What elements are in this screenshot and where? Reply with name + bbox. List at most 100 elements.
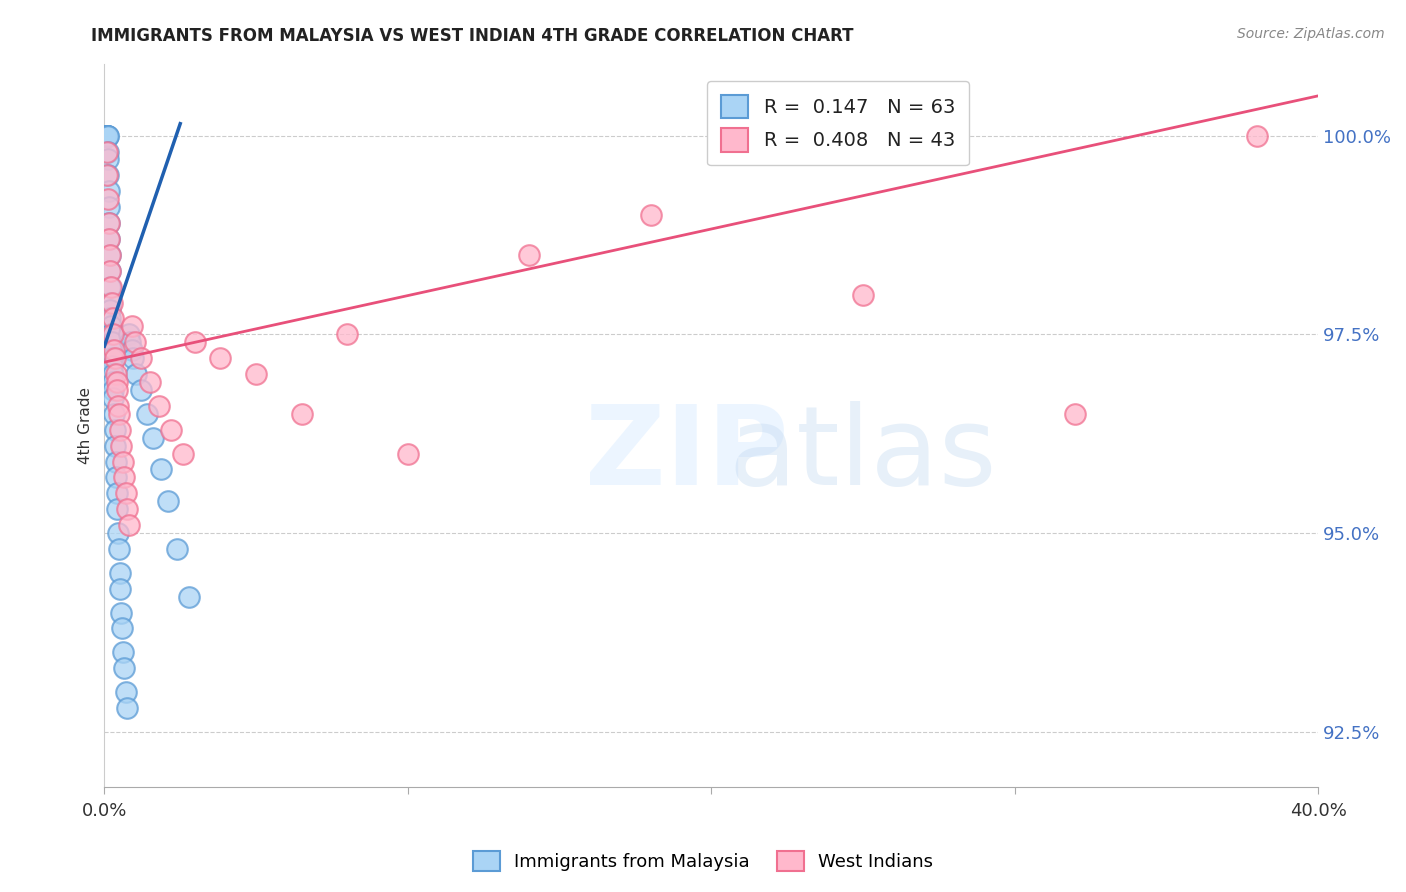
Point — [100, 327, 122, 342]
Point — [98, 295, 121, 310]
Point — [100, 311, 122, 326]
Point — [104, 423, 127, 437]
Point — [105, 502, 128, 516]
Point — [96, 128, 118, 143]
Point — [125, 367, 148, 381]
Point — [104, 351, 127, 366]
Point — [103, 383, 125, 397]
Point — [104, 367, 127, 381]
Point — [96, 128, 118, 143]
Point — [112, 470, 135, 484]
Point — [100, 327, 122, 342]
Point — [852, 287, 875, 301]
Point — [94, 128, 117, 143]
Point — [110, 439, 132, 453]
Point — [111, 454, 134, 468]
Point — [96, 128, 118, 143]
Point — [107, 399, 129, 413]
Point — [110, 606, 132, 620]
Text: IMMIGRANTS FROM MALAYSIA VS WEST INDIAN 4TH GRADE CORRELATION CHART: IMMIGRANTS FROM MALAYSIA VS WEST INDIAN … — [91, 27, 853, 45]
Point — [101, 375, 124, 389]
Point — [98, 232, 121, 246]
Point — [97, 145, 120, 159]
Point — [96, 128, 118, 143]
Point — [160, 423, 183, 437]
Point — [108, 566, 131, 580]
Point — [97, 216, 120, 230]
Point — [1064, 407, 1087, 421]
Point — [129, 383, 152, 397]
Text: 40.0%: 40.0% — [1289, 802, 1347, 820]
Text: Source: ZipAtlas.com: Source: ZipAtlas.com — [1237, 27, 1385, 41]
Point — [124, 335, 146, 350]
Point — [96, 128, 118, 143]
Point — [103, 407, 125, 421]
Point — [98, 248, 121, 262]
Y-axis label: 4th Grade: 4th Grade — [79, 387, 93, 464]
Point — [135, 407, 157, 421]
Point — [107, 526, 129, 541]
Point — [115, 502, 138, 516]
Point — [97, 169, 120, 183]
Point — [101, 351, 124, 366]
Legend: R =  0.147   N = 63, R =  0.408   N = 43: R = 0.147 N = 63, R = 0.408 N = 43 — [707, 81, 969, 165]
Point — [336, 327, 359, 342]
Point — [172, 446, 194, 460]
Point — [97, 200, 120, 214]
Point — [101, 367, 124, 381]
Point — [97, 192, 120, 206]
Point — [98, 232, 121, 246]
Point — [96, 145, 118, 159]
Point — [517, 248, 540, 262]
Text: 0.0%: 0.0% — [82, 802, 127, 820]
Point — [100, 264, 122, 278]
Point — [108, 541, 131, 556]
Point — [114, 486, 136, 500]
Point — [104, 470, 127, 484]
Point — [98, 264, 121, 278]
Point — [96, 128, 118, 143]
Point — [101, 311, 124, 326]
Point — [100, 303, 122, 318]
Point — [101, 343, 124, 358]
Point — [245, 367, 267, 381]
Point — [100, 279, 122, 293]
Point — [103, 327, 125, 342]
Point — [111, 622, 134, 636]
Point — [166, 541, 188, 556]
Point — [640, 208, 662, 222]
Point — [139, 375, 162, 389]
Point — [100, 319, 122, 334]
Point — [142, 431, 165, 445]
Point — [105, 383, 128, 397]
Point — [108, 407, 131, 421]
Point — [105, 486, 128, 500]
Point — [121, 319, 143, 334]
Point — [97, 216, 120, 230]
Point — [179, 590, 201, 604]
Point — [112, 661, 135, 675]
Point — [103, 343, 125, 358]
Point — [101, 295, 124, 310]
Text: ZIP: ZIP — [585, 401, 789, 508]
Point — [148, 399, 170, 413]
Point — [121, 343, 143, 358]
Point — [101, 359, 124, 373]
Point — [108, 423, 131, 437]
Point — [129, 351, 152, 366]
Point — [1246, 128, 1268, 143]
Point — [97, 128, 120, 143]
Point — [98, 248, 121, 262]
Point — [291, 407, 314, 421]
Point — [100, 335, 122, 350]
Point — [97, 128, 120, 143]
Point — [105, 375, 128, 389]
Point — [104, 454, 127, 468]
Text: atlas: atlas — [728, 401, 997, 508]
Point — [184, 335, 207, 350]
Point — [114, 685, 136, 699]
Point — [97, 153, 120, 167]
Point — [104, 439, 127, 453]
Point — [122, 351, 145, 366]
Point — [149, 462, 172, 476]
